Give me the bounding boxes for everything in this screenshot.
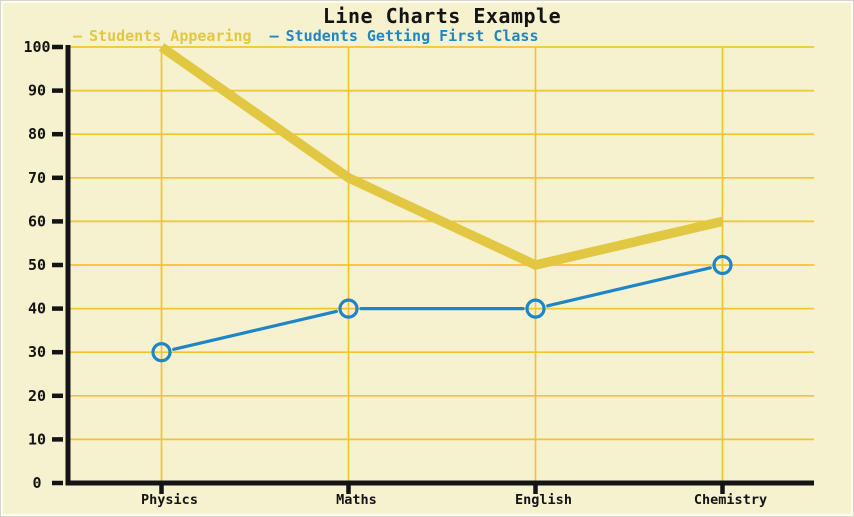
y-tick-label: 70 xyxy=(28,169,46,187)
x-tick-label: Chemistry xyxy=(694,492,767,508)
axis-lines xyxy=(65,45,814,486)
x-tick-label: English xyxy=(515,492,572,508)
y-tick-label: 0 xyxy=(32,474,41,492)
y-tick-label: 20 xyxy=(28,387,46,405)
y-tick-label: 30 xyxy=(28,343,46,361)
y-tick-label: 10 xyxy=(28,430,46,448)
data-point-marker xyxy=(338,298,359,319)
y-tick-label: 100 xyxy=(23,38,50,56)
series-segment xyxy=(172,309,338,351)
chart-title: Line Charts Example xyxy=(322,4,562,28)
data-point-marker xyxy=(712,254,733,276)
y-tick-label: 90 xyxy=(28,82,46,100)
legend-item: — Students Getting First Class xyxy=(270,27,539,45)
legend-dash-icon: — xyxy=(73,27,83,45)
series-line xyxy=(158,43,724,270)
data-point-marker xyxy=(151,342,172,363)
y-tick-label: 40 xyxy=(28,300,46,318)
y-tick-label: 50 xyxy=(28,256,46,274)
y-tick-label: 80 xyxy=(28,125,46,143)
legend-dash-icon: — xyxy=(269,27,279,45)
legend-label: Students Appearing xyxy=(89,27,252,45)
chart-legend: — Students Appearing — Students Getting Fir… xyxy=(73,27,539,45)
y-tick-label: 60 xyxy=(28,212,46,230)
data-point-marker xyxy=(525,298,546,319)
series-segment xyxy=(546,266,712,308)
x-tick-label: Maths xyxy=(336,492,377,508)
legend-label: Students Getting First Class xyxy=(285,27,539,45)
legend-item: — Students Appearing xyxy=(73,27,252,45)
x-tick-label: Physics xyxy=(141,492,198,508)
